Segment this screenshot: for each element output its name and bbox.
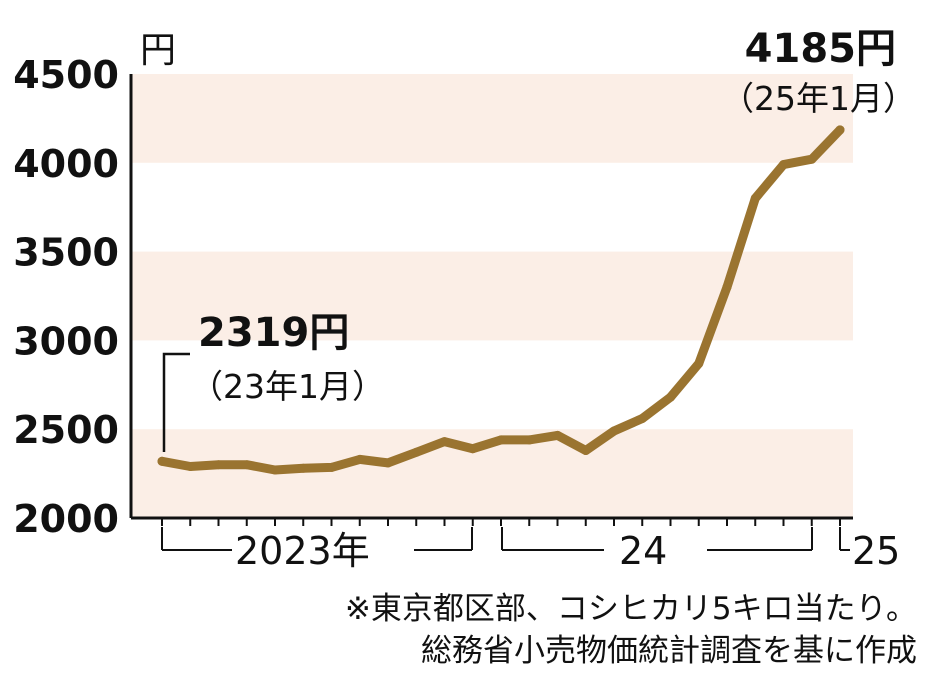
x-tick-marks [161, 518, 841, 526]
price-point [468, 444, 478, 454]
x-label-25: 25 [852, 529, 900, 573]
price-point [411, 447, 421, 457]
y-tick-label: 4500 [13, 53, 119, 97]
x-label-2023: 2023年 [235, 529, 370, 573]
y-tick-label: 2000 [13, 497, 119, 541]
price-point [553, 430, 562, 440]
price-point [185, 462, 195, 471]
price-point [581, 446, 591, 455]
price-point [242, 460, 252, 470]
start-value-label: 2319円 [198, 310, 349, 356]
band-4000-4500 [131, 74, 853, 163]
y-tick-label: 3000 [13, 319, 119, 363]
y-tick-label: 3500 [13, 231, 119, 275]
price-points [157, 125, 845, 475]
price-point [157, 456, 167, 466]
y-unit-label: 円 [140, 30, 176, 71]
x-axis-labels: 2023年 24 25 [161, 527, 900, 573]
x-label-24: 24 [619, 529, 667, 573]
price-point [750, 193, 760, 203]
price-point [722, 282, 732, 292]
price-point [298, 463, 308, 473]
background-bands [131, 74, 853, 518]
price-point [440, 437, 449, 447]
end-annotation: 4185円 （25年1月） [721, 26, 916, 118]
price-point [807, 154, 817, 164]
price-point [214, 460, 223, 470]
price-point [327, 462, 336, 472]
y-tick-labels: 4500 4000 3500 3000 2500 2000 [13, 53, 119, 541]
start-annotation: 2319円 （23年1月） [162, 310, 385, 452]
y-tick-label: 4000 [13, 142, 119, 186]
price-point [355, 454, 365, 464]
price-point [779, 160, 788, 170]
start-leader-line [162, 352, 190, 452]
axes [129, 74, 853, 520]
end-date-label: （25年1月） [721, 79, 916, 118]
end-value-label: 4185円 [745, 26, 896, 72]
source-note-line-1: ※東京都区部、コシヒカリ5キロ当たり。 [344, 591, 917, 627]
price-point [383, 458, 393, 468]
price-point [666, 392, 675, 402]
price-point [496, 435, 506, 445]
source-note-line-2: 総務省小売物価統計調査を基に作成 [421, 633, 917, 669]
y-tick-label: 2500 [13, 408, 119, 452]
price-point [524, 435, 534, 445]
price-point [694, 359, 704, 368]
price-point [835, 125, 845, 135]
price-point [609, 426, 619, 436]
price-point [270, 465, 280, 475]
price-point [637, 414, 647, 423]
start-date-label: （23年1月） [190, 367, 385, 406]
